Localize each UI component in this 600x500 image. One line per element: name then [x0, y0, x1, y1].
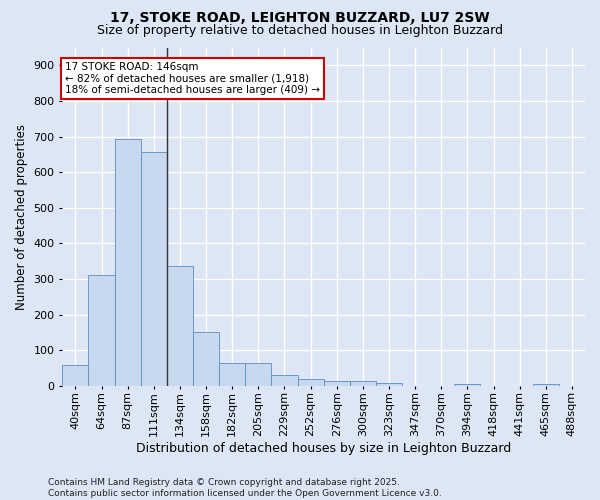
Text: Size of property relative to detached houses in Leighton Buzzard: Size of property relative to detached ho… — [97, 24, 503, 37]
Bar — [88, 274, 115, 386]
Bar — [271, 375, 298, 386]
Text: Contains HM Land Registry data © Crown copyright and database right 2025.
Contai: Contains HM Land Registry data © Crown c… — [48, 478, 442, 498]
Bar — [141, 152, 167, 386]
Bar — [245, 362, 271, 386]
Bar — [350, 382, 376, 386]
Y-axis label: Number of detached properties: Number of detached properties — [15, 124, 28, 310]
Text: 17, STOKE ROAD, LEIGHTON BUZZARD, LU7 2SW: 17, STOKE ROAD, LEIGHTON BUZZARD, LU7 2S… — [110, 11, 490, 25]
Bar — [62, 366, 88, 386]
Bar — [533, 384, 559, 386]
Bar — [219, 362, 245, 386]
Bar — [115, 139, 141, 386]
Bar — [193, 332, 219, 386]
Bar — [454, 384, 481, 386]
Text: 17 STOKE ROAD: 146sqm
← 82% of detached houses are smaller (1,918)
18% of semi-d: 17 STOKE ROAD: 146sqm ← 82% of detached … — [65, 62, 320, 95]
X-axis label: Distribution of detached houses by size in Leighton Buzzard: Distribution of detached houses by size … — [136, 442, 511, 455]
Bar — [323, 382, 350, 386]
Bar — [298, 380, 323, 386]
Bar — [167, 266, 193, 386]
Bar — [376, 383, 402, 386]
